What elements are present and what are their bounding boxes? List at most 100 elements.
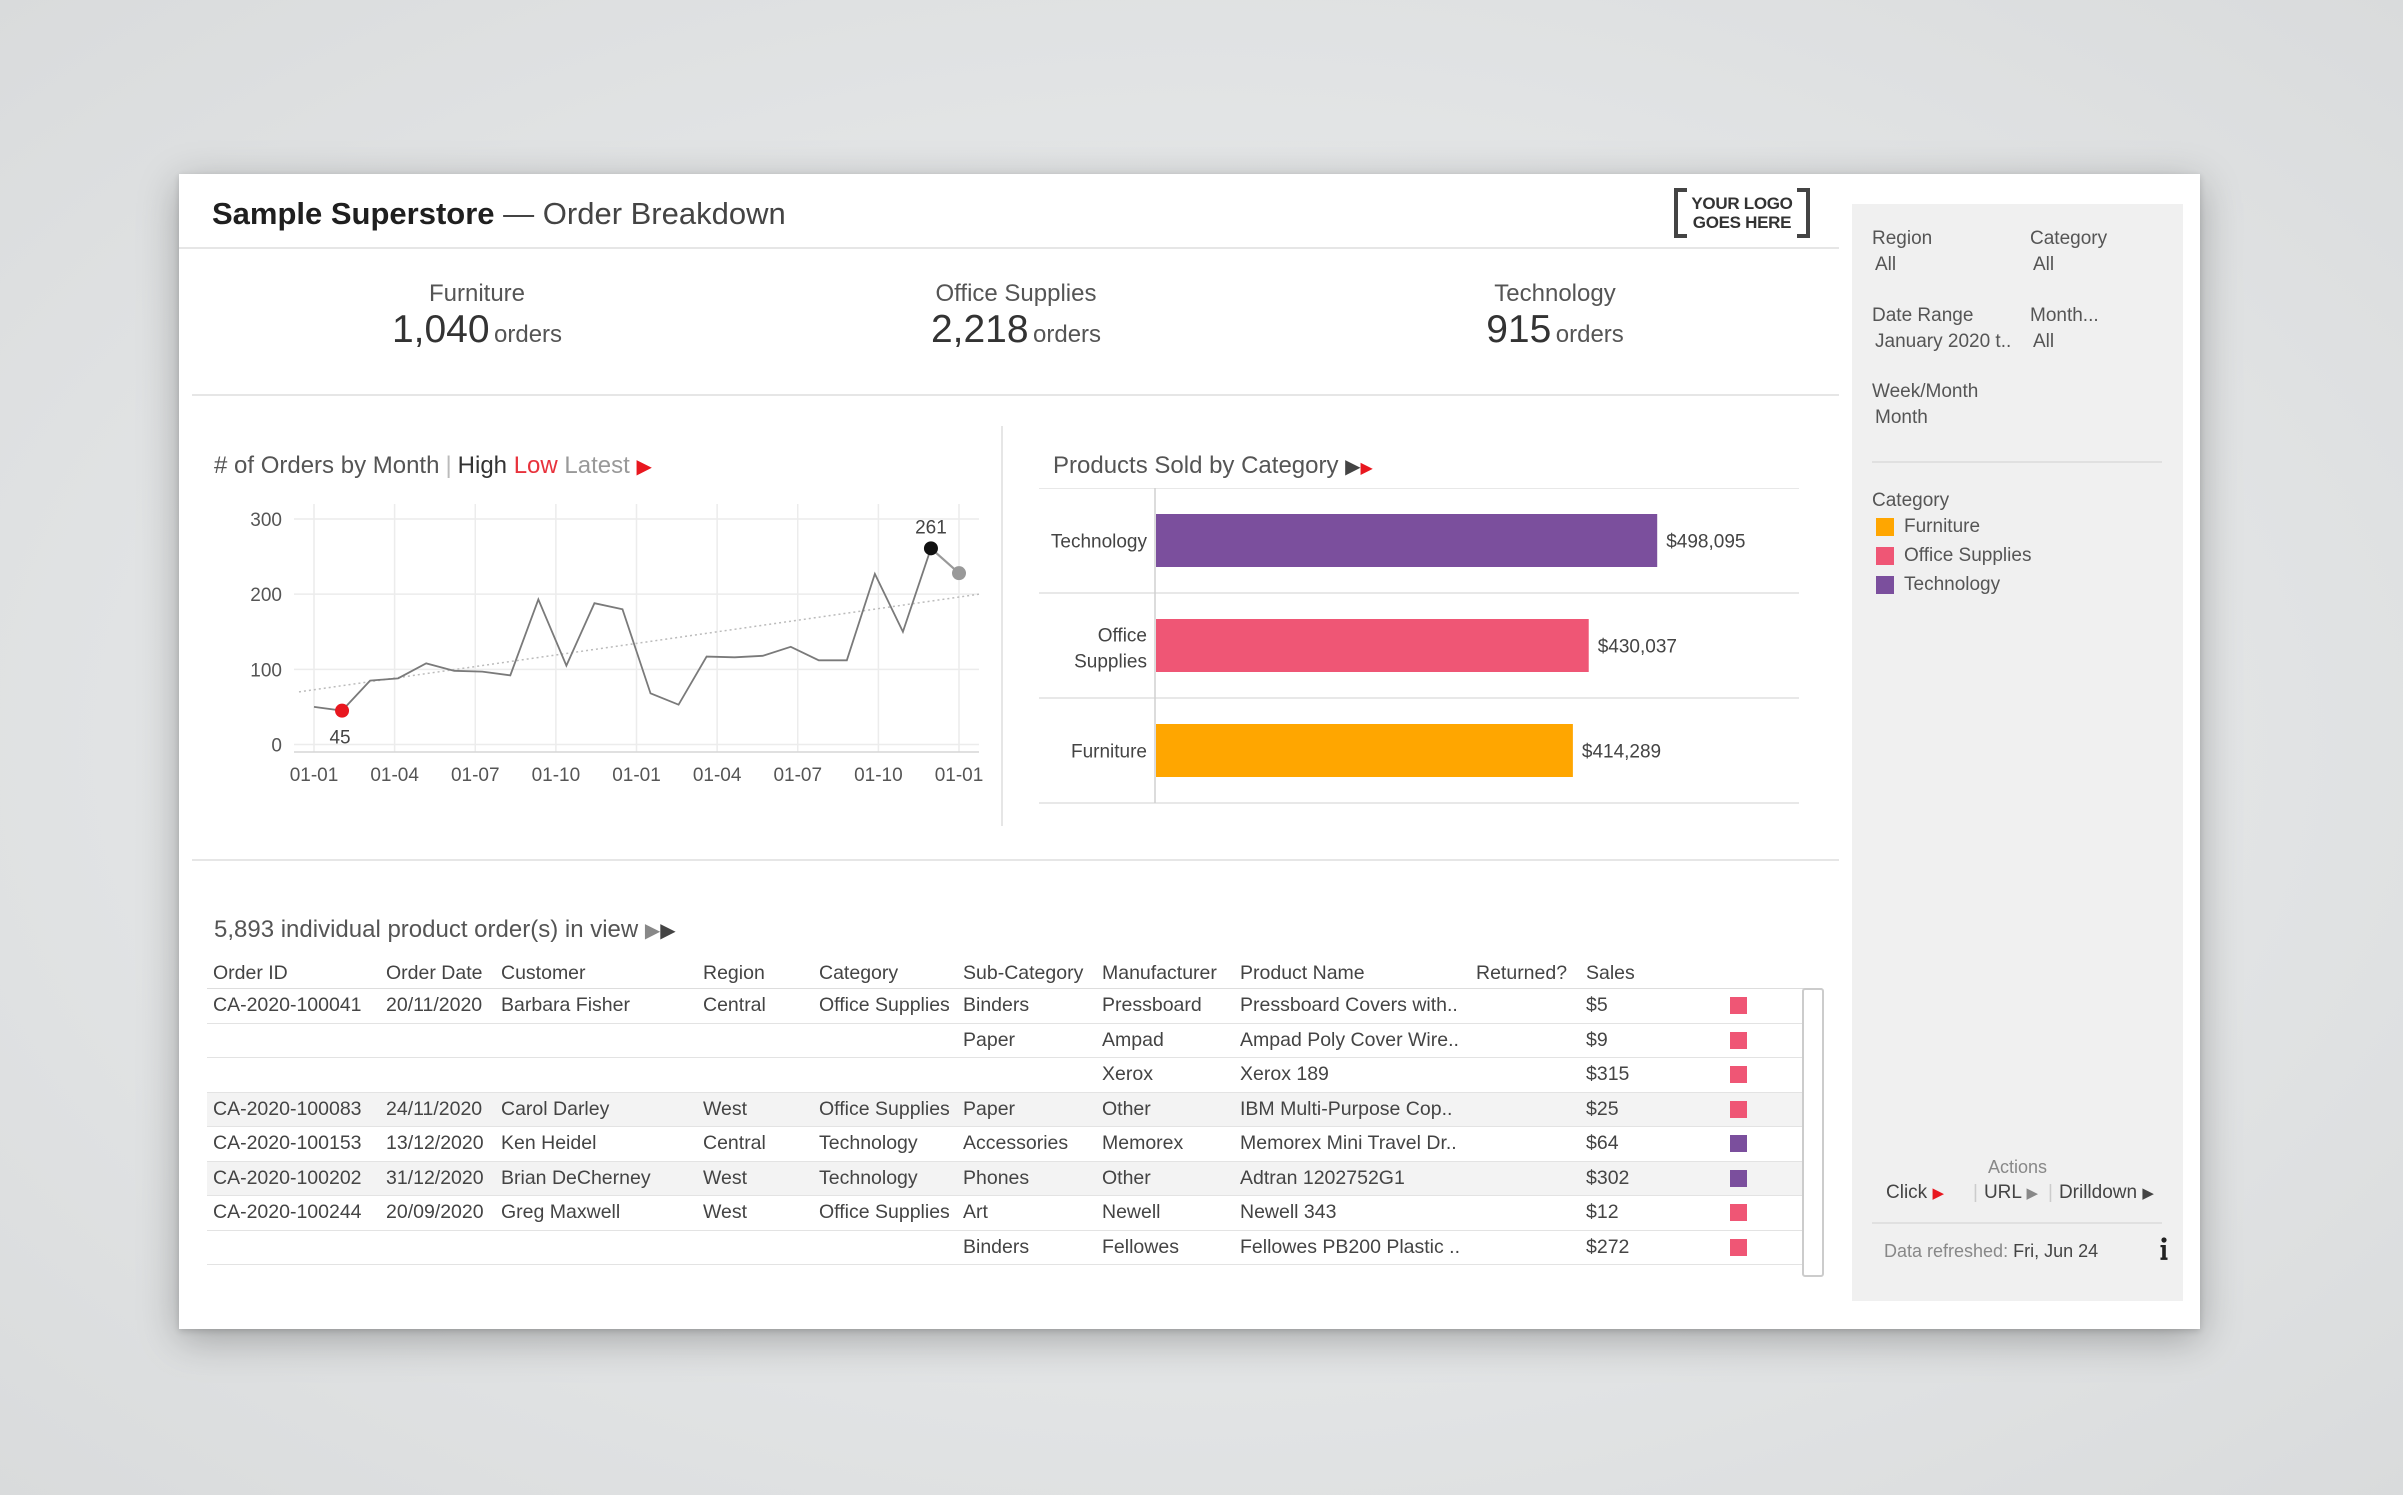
table-row[interactable]: CA-2020-100244 20/09/2020 Greg Maxwell West… (207, 1196, 1822, 1231)
table-cell: Office Supplies (819, 994, 950, 1017)
click-action[interactable]: Click ▶ (1886, 1182, 1944, 1203)
table-cell: $302 (1586, 1166, 1630, 1189)
play-icon: ▶ (1932, 1185, 1944, 1202)
table-cell: Ampad Poly Cover Wire.. (1240, 1028, 1459, 1051)
table-cell: West (703, 1201, 748, 1224)
line-chart-title: # of Orders by Month | High Low Latest ▶ (214, 452, 652, 479)
kpi-furniture: Furniture 1,040 orders (317, 280, 637, 352)
y-tick-label: 0 (271, 735, 282, 756)
x-tick-label: 01-01 (935, 765, 984, 786)
table-row[interactable]: Paper Ampad Ampad Poly Cover Wire.. $9 (207, 1024, 1822, 1058)
filter-label: Date Range (1872, 305, 1974, 326)
table-cell: $64 (1586, 1132, 1619, 1155)
column-header[interactable]: Category (819, 962, 899, 984)
bar-value-label: $498,095 (1666, 532, 1745, 553)
url-action[interactable]: | URL ▶ (1973, 1182, 2039, 1203)
date-range-filter[interactable]: January 2020 t.. (1875, 331, 2012, 352)
table-cell: $272 (1586, 1235, 1630, 1258)
column-header[interactable]: Order Date (386, 962, 483, 984)
kpi-value: 2,218 (930, 308, 1029, 351)
table-cell: CA-2020-100153 (213, 1132, 362, 1155)
month-filter[interactable]: All (2033, 331, 2055, 352)
orders-by-month-chart: 0 100 200 300 01-01 01-04 01-07 01-10 01-01 01-04… (250, 504, 984, 786)
drilldown-action[interactable]: | Drilldown ▶ (2048, 1182, 2154, 1203)
table-cell: Fellowes (1102, 1235, 1179, 1258)
table-cell: $315 (1586, 1063, 1630, 1086)
table-cell: Memorex Mini Travel Dr.. (1240, 1132, 1457, 1155)
low-marker-toggle[interactable]: Low (513, 452, 558, 479)
kpi-label: Furniture (428, 280, 526, 307)
play-icon[interactable]: ▶ (636, 456, 652, 478)
legend-swatch (1876, 547, 1894, 565)
column-header[interactable]: Manufacturer (1102, 962, 1217, 984)
table-cell: Pressboard Covers with.. (1240, 994, 1458, 1017)
column-header[interactable]: Region (703, 962, 765, 984)
category-color-cell (1710, 1100, 1760, 1118)
filter-label: Week/Month (1872, 381, 1979, 402)
high-marker-toggle[interactable]: High (457, 452, 508, 479)
drilldown-arrows-icon[interactable]: ▶▶ (1345, 456, 1373, 478)
category-color-cell (1710, 1204, 1760, 1222)
column-header[interactable]: Sub-Category (963, 962, 1084, 984)
table-cell: Xerox (1102, 1063, 1153, 1086)
orders-table: Order ID Order Date Customer Region Category… (207, 959, 1822, 1273)
column-header[interactable]: Product Name (1240, 962, 1365, 984)
column-header[interactable]: Customer (501, 962, 586, 984)
table-row[interactable]: CA-2020-100083 24/11/2020 Carol Darley West… (207, 1092, 1822, 1127)
table-body: CA-2020-100041 20/11/2020 Barbara Fisher Ce… (207, 989, 1822, 1273)
legend-item-technology[interactable]: Technology (1876, 574, 2000, 596)
column-header[interactable]: Sales (1586, 962, 1635, 984)
bar-value-label: $430,037 (1598, 637, 1677, 658)
legend-item-furniture[interactable]: Furniture (1876, 516, 1980, 538)
table-cell: Newell (1102, 1201, 1161, 1224)
table-cell: Ken Heidel (501, 1132, 597, 1155)
page-title: Sample Superstore — Order Breakdown (212, 196, 786, 231)
products-by-category-chart: Technology $498,095 Office Supplies $430,037… (1039, 488, 1799, 804)
category-filter[interactable]: All (2033, 254, 2055, 275)
table-cell: $5 (1586, 994, 1608, 1017)
table-cell: Paper (963, 1097, 1016, 1120)
category-swatch (1729, 1135, 1747, 1153)
info-icon[interactable] (2159, 1237, 2169, 1261)
y-tick-label: 300 (250, 510, 282, 531)
table-cell: Carol Darley (501, 1097, 610, 1120)
category-label: Supplies (1074, 652, 1147, 673)
filter-sidebar: Region All Category All Date Range Janua… (1852, 204, 2183, 1301)
week-month-filter[interactable]: Month (1875, 407, 1928, 428)
table-cell: CA-2020-100041 (213, 994, 362, 1017)
filter-label: Category (2030, 228, 2108, 249)
kpi-value: 915 (1486, 308, 1552, 351)
low-point (335, 703, 350, 718)
x-tick-label: 01-04 (693, 765, 742, 786)
table-row[interactable]: CA-2020-100153 13/12/2020 Ken Heidel Centra… (207, 1127, 1822, 1162)
filter-label: Region (1872, 228, 1933, 249)
table-cell: Ampad (1102, 1028, 1164, 1051)
table-cell: 20/11/2020 (386, 994, 483, 1017)
category-color-cell (1710, 1238, 1760, 1256)
sidebar-divider (1872, 461, 2162, 463)
table-drilldown-icon[interactable]: ▶▶ (644, 920, 676, 942)
table-cell: Central (703, 994, 766, 1017)
legend-title: Category (1872, 490, 1950, 511)
y-tick-label: 100 (250, 660, 282, 681)
table-row[interactable]: Xerox Xerox 189 $315 (207, 1058, 1822, 1093)
table-cell: Technology (819, 1166, 918, 1189)
legend-item-office-supplies[interactable]: Office Supplies (1876, 545, 2031, 567)
category-swatch (1729, 997, 1747, 1015)
category-color-cell (1710, 1031, 1760, 1049)
column-header[interactable]: Order ID (213, 962, 288, 984)
table-cell: CA-2020-100202 (213, 1166, 362, 1189)
region-filter[interactable]: All (1875, 254, 1897, 275)
table-row[interactable]: CA-2020-100041 20/11/2020 Barbara Fisher Ce… (207, 989, 1822, 1024)
dashboard: Sample Superstore — Order Breakdown YOUR… (179, 174, 2200, 1329)
latest-marker-toggle[interactable]: Latest (564, 452, 630, 479)
column-header[interactable]: Returned? (1476, 962, 1568, 984)
table-cell: 20/09/2020 (386, 1201, 484, 1224)
table-row[interactable]: CA-2020-100202 31/12/2020 Brian DeCherney W… (207, 1161, 1822, 1196)
category-color-cell (1710, 1066, 1760, 1084)
bar-office-supplies (1156, 619, 1589, 672)
play-icon: ▶ (2026, 1185, 2039, 1202)
bar-value-label: $414,289 (1582, 742, 1661, 763)
table-scrollbar[interactable] (1802, 988, 1824, 1277)
table-row[interactable]: Binders Fellowes Fellowes PB200 Plastic ..… (207, 1231, 1822, 1265)
